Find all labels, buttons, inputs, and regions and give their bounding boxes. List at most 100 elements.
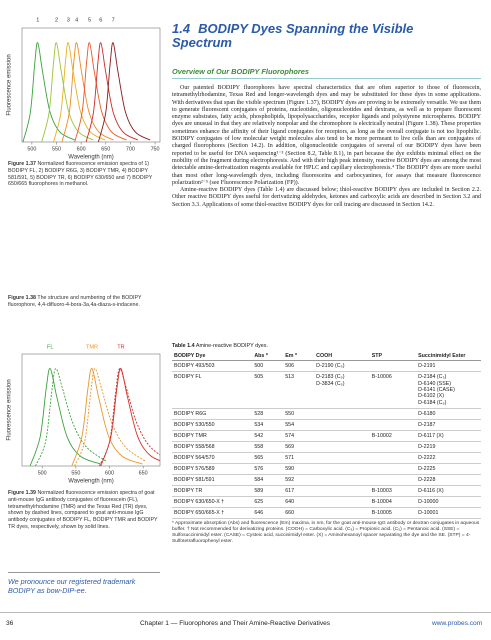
column-header: Em * (283, 352, 315, 362)
chapter-title: Chapter 1 — Fluorophores and Their Amine… (140, 620, 331, 627)
table-cell: BODIPY 530/550 (172, 419, 253, 432)
table-cell: BODIPY 576/589 (172, 463, 253, 476)
x-tick-label: 500 (27, 146, 36, 152)
empty-cell (314, 408, 370, 421)
cell-line: D-10000 (418, 498, 439, 505)
cell-line: D-6180 (418, 410, 436, 417)
table-cell: 617 (283, 485, 315, 498)
table-caption: Table 1.4 Amine-reactive BODIPY dyes. (172, 343, 268, 349)
section-title: BODIPY Dyes Spanning the Visible Spectru… (172, 21, 414, 50)
y-axis-label: Fluorescence emission (7, 54, 13, 115)
cell-line: D-10001 (418, 509, 439, 516)
header-row: BODIPY Dye Abs * Em * COOH STP Succinimidyl E… (172, 352, 481, 362)
cell-line: D-6102 (X) (418, 393, 444, 400)
table-cell: 528 (252, 408, 284, 421)
spectrum-line (85, 42, 139, 142)
table-row: BODIPY 558/568 558 569 D-2219 (172, 441, 481, 454)
empty-cell (314, 496, 370, 509)
table-cell: B-10003 (369, 485, 417, 498)
series-label: TMR (86, 344, 98, 350)
spectrum-line (71, 368, 143, 466)
column-header: Succinimidyl Ester (416, 352, 481, 362)
table-head: BODIPY Dye Abs * Em * COOH STP Succinimidyl E… (172, 352, 481, 362)
cell-line: D-2187 (418, 421, 436, 428)
table-cell: D-2190 (C₃) (314, 360, 370, 373)
series-label: 2 (55, 17, 58, 23)
cell-line: D-2190 (C₃) (316, 363, 345, 370)
series-group (22, 42, 151, 142)
table-footnote: * Approximate absorption (Abs) and fluor… (172, 521, 480, 545)
table-cell: BODIPY R6G (172, 408, 253, 421)
table-cell: D-2228 (416, 474, 481, 487)
table-row: BODIPY TR 589 617 B-10003 D-6116 (X) (172, 485, 481, 498)
spectrum-line (41, 42, 94, 142)
figure-label: Figure 1.38 (8, 295, 36, 301)
table-cell: D-6116 (X) (416, 485, 481, 498)
x-tick-label: 750 (151, 146, 160, 152)
cell-line: D-6140 (SSE) (418, 380, 452, 387)
table-cell: 576 (252, 463, 284, 476)
cell-line: D-2183 (C₃) (316, 374, 345, 381)
x-axis-label: Wavelength (nm) (68, 479, 113, 485)
x-tick-label: 500 (38, 470, 47, 476)
x-tick-label: 650 (101, 146, 110, 152)
empty-cell (314, 474, 370, 487)
table-cell: 589 (252, 485, 284, 498)
table-label: Table 1.4 (172, 343, 195, 349)
cell-line: D-6116 (X) (418, 487, 444, 494)
empty-cell (314, 507, 370, 520)
column-header: BODIPY Dye (172, 352, 253, 362)
figure-caption: Figure 1.38 The structure and numbering … (8, 295, 160, 309)
cell-line: D-6141 (CASE) (418, 387, 455, 394)
table-cell: BODIPY TMR (172, 430, 253, 443)
table-cell: 513 (283, 371, 315, 410)
table-cell: 506 (283, 360, 315, 373)
table-cell: D-2183 (C₃) D-3834 (C₅) (314, 371, 370, 410)
figure-chart: 500 550 600 650 700 750 Wavelength (nm) Fluores… (7, 17, 161, 161)
table-cell: 584 (252, 474, 284, 487)
table-cell: B-10006 (369, 371, 417, 410)
column-header: COOH (314, 352, 370, 362)
table-cell: 550 (283, 408, 315, 421)
table-cell: 646 (252, 507, 284, 520)
table-cell: BODIPY FL (172, 371, 253, 410)
spectrum-line (22, 42, 75, 142)
table-block: BODIPY Dye Abs * Em * COOH STP Succinimidyl E… (172, 352, 481, 545)
series-label: 5 (88, 17, 91, 23)
page-number: 36 (6, 620, 14, 627)
cell-line: D-2191 (418, 363, 436, 370)
series-label: FL (47, 344, 54, 350)
table-row: BODIPY R6G 528 550 D-6180 (172, 408, 481, 421)
table-cell: 500 (252, 360, 284, 373)
empty-cell (369, 408, 417, 421)
table-row: BODIPY 530/550 534 554 D-2187 (172, 419, 481, 432)
table-cell: D-6117 (X) (416, 430, 481, 443)
table-cell: D-2184 (C₃) D-6140 (SSE) D-6141 (CASE) D-61… (416, 371, 481, 410)
y-axis-label: Fluorescence emission (7, 379, 13, 440)
cell-line: D-2219 (418, 443, 436, 450)
cell-line: D-2228 (418, 476, 436, 483)
table-cell: D-10000 (416, 496, 481, 509)
pull-quote: We pronounce our registered trademark BO… (8, 572, 160, 595)
table-cell: D-2219 (416, 441, 481, 454)
x-tick-label: 550 (52, 146, 61, 152)
table-cell: D-2191 (416, 360, 481, 373)
figure-chart: 500 550 600 650 Wavelength (nm) Fluorescence … (7, 344, 161, 485)
x-tick-label: 550 (71, 470, 80, 476)
series-label: 4 (75, 17, 78, 23)
table-cell: BODIPY 493/503 (172, 360, 253, 373)
cell-line: D-3834 (C₅) (316, 380, 345, 387)
series-label: 1 (36, 17, 39, 23)
table-body: BODIPY 493/503 500 506 D-2190 (C₃) D-2191 BOD… (172, 360, 481, 520)
series-label: TR (117, 344, 124, 350)
table-cell: 625 (252, 496, 284, 509)
table-cell: B-10002 (369, 430, 417, 443)
series-label: 6 (99, 17, 102, 23)
table: BODIPY Dye Abs * Em * COOH STP Succinimidyl E… (172, 352, 481, 520)
table-cell: 542 (252, 430, 284, 443)
table-cell: D-10001 (416, 507, 481, 520)
table-cell: 554 (283, 419, 315, 432)
table-cell: BODIPY 650/665-X † (172, 507, 253, 520)
body-text: Our patented BODIPY fluorophores have sp… (172, 85, 481, 209)
section-number: 1.4 (172, 21, 191, 36)
